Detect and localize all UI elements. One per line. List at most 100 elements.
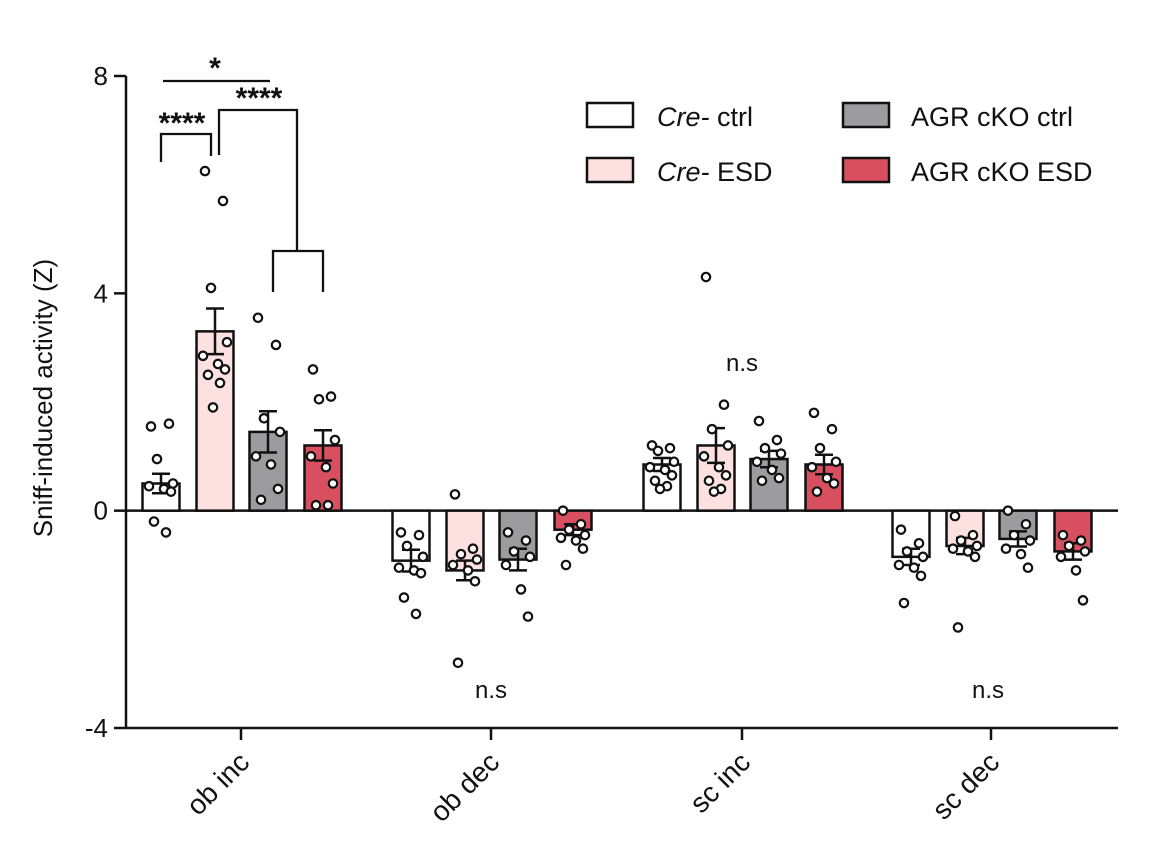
point-cre-esd-ob-inc — [207, 402, 219, 413]
point-agr-cko-ctrl-ob-dec — [520, 535, 532, 546]
legend-swatch-cre-ctrl — [585, 101, 635, 129]
point-cre-ctrl-ob-inc — [145, 421, 157, 432]
x-tick-label-ob-inc: ob inc — [180, 746, 255, 821]
point-cre-ctrl-ob-inc — [148, 516, 160, 527]
y-tick-label-0: -4 — [85, 713, 108, 743]
point-cre-esd-ob-dec — [452, 657, 464, 669]
significance-stars-cre-esd-vs-agr: **** — [236, 82, 283, 115]
point-cre-ctrl-ob-inc — [151, 453, 163, 465]
legend-label-agr-esd: AGR cKO ESD — [911, 157, 1093, 187]
point-agr-cko-ctrl-sc-inc — [771, 434, 783, 446]
point-agr-cko-ctrl-ob-inc — [265, 459, 277, 470]
point-agr-cko-esd-sc-inc — [806, 461, 818, 473]
point-cre-ctrl-ob-dec — [398, 592, 410, 603]
point-cre-esd-ob-inc — [202, 369, 214, 381]
point-agr-cko-esd-sc-dec — [1070, 565, 1082, 576]
point-agr-cko-ctrl-sc-dec — [1020, 518, 1032, 530]
point-agr-cko-esd-ob-inc — [310, 499, 322, 511]
point-cre-ctrl-sc-inc — [652, 445, 664, 457]
point-agr-cko-ctrl-sc-inc — [775, 448, 787, 459]
point-agr-cko-esd-ob-dec — [570, 535, 582, 546]
point-cre-esd-sc-inc — [722, 440, 734, 451]
point-cre-esd-ob-dec — [449, 489, 461, 500]
point-agr-cko-esd-ob-inc — [307, 364, 319, 375]
y-tick-label-3: 8 — [94, 61, 108, 91]
point-agr-cko-esd-sc-inc — [821, 472, 833, 484]
point-agr-cko-ctrl-ob-dec — [522, 611, 534, 622]
point-agr-cko-ctrl-ob-inc — [270, 339, 282, 351]
x-tick-label-sc-dec: sc dec — [926, 746, 1005, 825]
point-agr-cko-ctrl-ob-dec — [515, 584, 527, 595]
point-cre-esd-ob-inc — [199, 165, 211, 177]
point-cre-ctrl-sc-dec — [908, 562, 920, 574]
point-cre-esd-sc-dec — [947, 543, 959, 554]
point-cre-esd-sc-dec — [955, 535, 967, 546]
point-agr-cko-ctrl-sc-inc — [759, 442, 771, 454]
point-agr-cko-ctrl-sc-dec — [1024, 535, 1036, 546]
point-agr-cko-ctrl-ob-inc — [272, 483, 284, 495]
point-agr-cko-esd-sc-inc — [811, 486, 823, 497]
point-cre-esd-ob-dec — [447, 559, 459, 571]
point-cre-ctrl-ob-dec — [415, 567, 427, 579]
point-cre-ctrl-sc-inc — [649, 475, 661, 487]
point-agr-cko-ctrl-ob-inc — [250, 451, 262, 462]
x-tick-label-sc-inc: sc inc — [684, 746, 757, 819]
error-bar-agr-cko-esd-ob-inc — [314, 429, 332, 462]
point-agr-cko-esd-sc-inc — [808, 407, 820, 419]
point-cre-ctrl-ob-dec — [393, 562, 405, 574]
legend-swatch-agr-ctrl — [841, 101, 891, 129]
legend-swatch-agr-esd — [841, 156, 891, 184]
bracket-cre-ctrl-vs-cre-esd — [159, 132, 213, 162]
point-cre-esd-sc-inc — [713, 461, 725, 473]
point-agr-cko-esd-ob-inc — [320, 461, 332, 473]
point-cre-esd-sc-inc — [706, 423, 718, 435]
point-cre-ctrl-ob-dec — [395, 527, 407, 538]
error-bars-layer — [152, 307, 1082, 582]
point-cre-ctrl-sc-dec — [913, 537, 925, 549]
point-cre-esd-ob-inc — [212, 358, 224, 370]
point-cre-esd-ob-dec — [467, 543, 479, 554]
point-agr-cko-ctrl-ob-inc — [252, 312, 264, 324]
point-cre-ctrl-ob-inc — [160, 527, 172, 538]
point-cre-ctrl-sc-dec — [915, 570, 927, 582]
point-agr-cko-ctrl-ob-inc — [274, 426, 286, 438]
point-cre-esd-ob-dec — [471, 554, 483, 565]
point-cre-esd-sc-dec — [971, 540, 983, 552]
point-agr-cko-esd-ob-dec — [579, 529, 591, 541]
point-agr-cko-esd-sc-inc — [828, 478, 840, 489]
point-cre-ctrl-sc-inc — [644, 461, 656, 473]
significance-stars-cre-ctrl-vs-cre-esd: **** — [159, 107, 206, 140]
point-cre-ctrl-ob-inc — [165, 486, 177, 497]
point-agr-cko-esd-sc-dec — [1057, 529, 1069, 541]
point-agr-cko-esd-ob-inc — [329, 434, 341, 446]
point-agr-cko-ctrl-sc-inc — [756, 475, 768, 487]
point-agr-cko-esd-sc-dec — [1075, 535, 1087, 546]
point-agr-cko-esd-ob-dec — [557, 505, 569, 516]
point-cre-ctrl-ob-dec — [413, 529, 425, 541]
ns-label-sc-inc: n.s — [726, 350, 758, 377]
point-agr-cko-ctrl-sc-dec — [1022, 562, 1034, 574]
y-tick-label-2: 4 — [94, 278, 108, 308]
point-agr-cko-esd-sc-inc — [814, 442, 826, 454]
point-agr-cko-ctrl-ob-dec — [500, 559, 512, 571]
point-cre-esd-sc-dec — [952, 622, 964, 633]
point-agr-cko-esd-ob-inc — [327, 478, 339, 489]
point-cre-ctrl-sc-inc — [654, 483, 666, 495]
point-cre-esd-ob-inc — [197, 350, 209, 362]
point-agr-cko-esd-ob-inc — [322, 499, 334, 511]
significance-brackets — [159, 79, 325, 292]
y-axis-label: Sniff-induced activity (Z) — [28, 259, 58, 537]
ns-label-sc-dec: n.s — [972, 677, 1004, 704]
point-agr-cko-ctrl-sc-dec — [1008, 529, 1020, 541]
bracket-agr-ctrl-vs-agr-esd — [271, 249, 325, 292]
legend-label-agr-ctrl: AGR cKO ctrl — [911, 102, 1073, 132]
bracket-cre-esd-vs-agr-group — [217, 108, 299, 250]
point-agr-cko-esd-ob-dec — [563, 524, 575, 535]
legend-label-cre-ctrl: Cre- ctrl — [657, 102, 753, 132]
point-agr-cko-ctrl-sc-dec — [1002, 505, 1014, 516]
point-cre-esd-sc-inc — [700, 271, 712, 283]
ns-label-ob-dec: n.s — [475, 677, 507, 704]
point-cre-esd-sc-inc — [720, 470, 732, 481]
point-cre-ctrl-sc-inc — [668, 456, 680, 468]
